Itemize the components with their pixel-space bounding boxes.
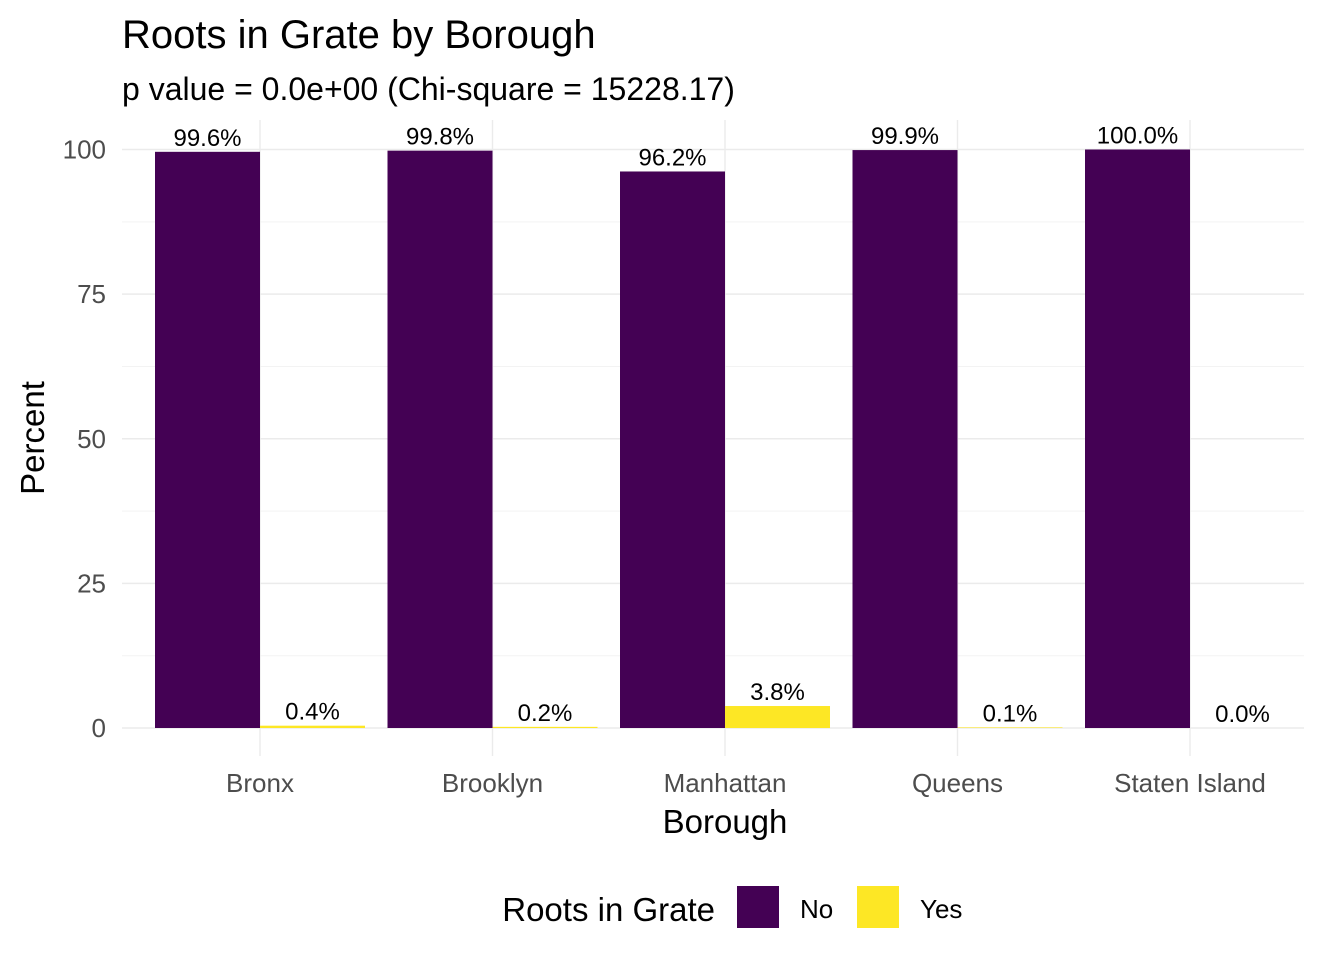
bar-yes <box>492 726 598 728</box>
bar-yes <box>957 727 1063 728</box>
data-label: 0.4% <box>285 699 340 726</box>
x-tick-label: Bronx <box>226 768 294 798</box>
bar-no <box>620 171 725 728</box>
bar-no <box>387 150 493 729</box>
y-tick-label: 0 <box>92 713 106 743</box>
bar-no <box>852 150 958 729</box>
data-label: 99.9% <box>871 123 939 150</box>
x-tick-label: Manhattan <box>664 768 787 798</box>
legend-swatch-no <box>737 886 779 928</box>
y-tick-label: 100 <box>63 135 106 165</box>
data-label: 0.0% <box>1215 701 1270 728</box>
data-label: 0.1% <box>983 700 1038 727</box>
x-tick-label: Brooklyn <box>442 768 543 798</box>
y-tick-label: 50 <box>77 424 106 454</box>
bars <box>155 149 1190 729</box>
data-label: 99.8% <box>406 124 474 151</box>
y-axis-title: Percent <box>14 381 51 495</box>
data-label: 3.8% <box>750 679 805 706</box>
data-labels: 99.6% 99.8% 96.2% 99.9% 100.0% 0.4% 0.2% 3.8% 0.… <box>173 123 1269 729</box>
chart-title: Roots in Grate by Borough <box>122 13 596 57</box>
bar-yes <box>725 706 830 728</box>
data-label: 96.2% <box>638 144 706 171</box>
legend-swatch-yes <box>857 886 899 928</box>
data-label: 0.2% <box>518 700 573 727</box>
data-label: 100.0% <box>1097 123 1178 150</box>
legend-title: Roots in Grate <box>502 891 715 928</box>
y-axis-ticks: 0 25 50 75 100 <box>63 135 106 744</box>
x-axis-ticks: Bronx Brooklyn Manhattan Queens Staten Islan… <box>226 768 1266 798</box>
legend: Roots in Grate No Yes <box>502 886 962 928</box>
y-tick-label: 25 <box>77 568 106 598</box>
data-label: 99.6% <box>173 125 241 152</box>
legend-items: No Yes <box>737 886 962 928</box>
bar-no <box>1085 149 1190 728</box>
x-tick-label: Staten Island <box>1114 768 1266 798</box>
legend-label-yes: Yes <box>920 894 962 924</box>
legend-label-no: No <box>800 894 833 924</box>
x-tick-label: Queens <box>912 768 1003 798</box>
bar-no <box>155 151 260 729</box>
bar-yes <box>260 725 365 728</box>
chart-subtitle: p value = 0.0e+00 (Chi-square = 15228.17… <box>122 71 735 107</box>
y-tick-label: 75 <box>77 279 106 309</box>
x-axis-title: Borough <box>663 803 788 840</box>
